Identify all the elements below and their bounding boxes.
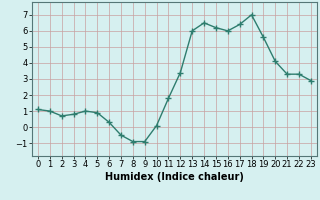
- X-axis label: Humidex (Indice chaleur): Humidex (Indice chaleur): [105, 172, 244, 182]
